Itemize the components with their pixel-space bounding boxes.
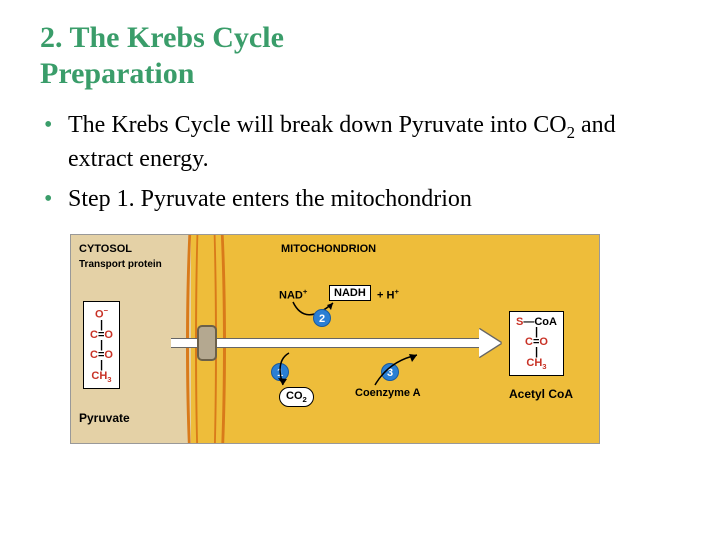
transport-label: Transport protein <box>79 259 162 270</box>
acetyl-box: S—CoA | C=O | CH3 <box>509 311 564 376</box>
bullet1-sub: 2 <box>567 123 575 142</box>
plus-h-sup: + <box>394 287 399 296</box>
co2-pre: CO <box>286 390 303 402</box>
pyruvate-box: O− | C=O | C=O | CH3 <box>83 301 120 389</box>
transport-protein <box>197 325 217 361</box>
title-line2: Preparation <box>40 57 194 90</box>
coenzyme-label: Coenzyme A <box>355 387 421 399</box>
bullet1-pre: The Krebs Cycle will break down Pyruvate… <box>68 112 567 138</box>
bullet-1: The Krebs Cycle will break down Pyruvate… <box>40 110 680 174</box>
co2-box: CO2 <box>279 387 314 407</box>
nad-sup: + <box>303 287 308 296</box>
bullet-list: The Krebs Cycle will break down Pyruvate… <box>40 110 680 214</box>
title-line1: 2. The Krebs Cycle <box>40 21 284 54</box>
plus-h-pre: + H <box>377 289 394 301</box>
mito-label: MITOCHONDRION <box>281 243 376 255</box>
slide-title: 2. The Krebs Cycle Preparation <box>40 20 680 92</box>
bullet-2: Step 1. Pyruvate enters the mitochondrio… <box>40 184 680 214</box>
co2-sub: 2 <box>303 395 307 404</box>
pyruvate-name: Pyruvate <box>79 411 130 425</box>
plus-h: + H+ <box>377 287 399 302</box>
cytosol-label: CYTOSOL <box>79 243 132 255</box>
coenzyme-arrow <box>367 351 427 391</box>
acetyl-name: Acetyl CoA <box>509 387 573 401</box>
krebs-prep-diagram: CYTOSOL Transport protein MITOCHONDRION … <box>70 234 600 444</box>
step-2-circle: 2 <box>313 309 331 327</box>
